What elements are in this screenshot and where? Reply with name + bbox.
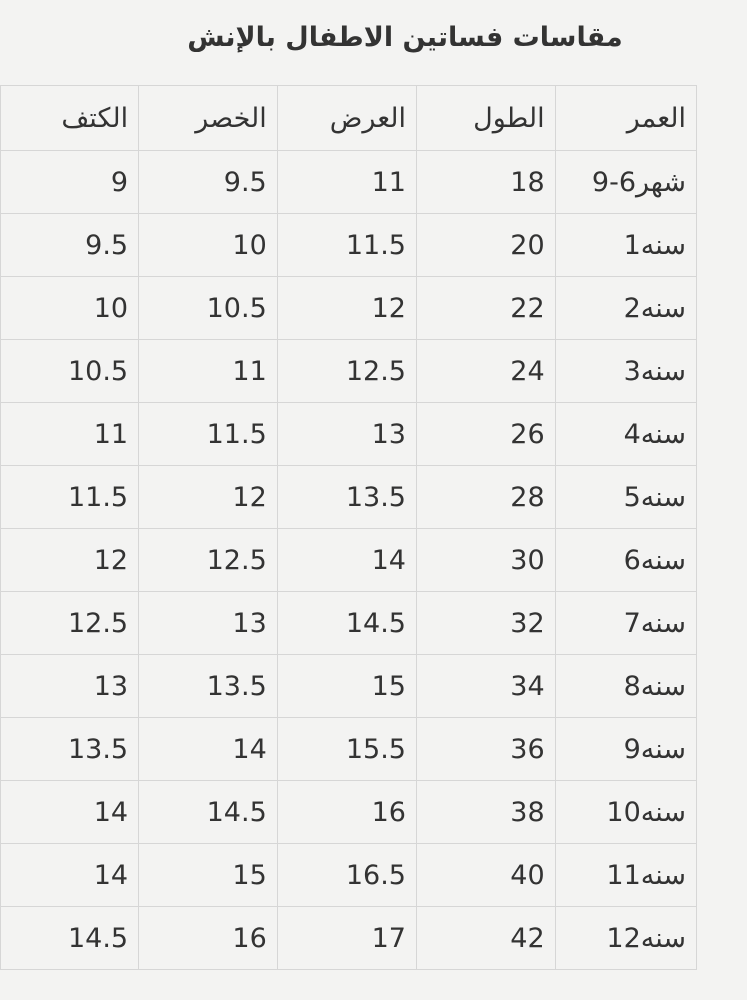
table-row: 9-6شهر 18 11 9.5 9 [0, 150, 698, 214]
cell-length: 34 [415, 654, 556, 718]
cell-waist: 15 [138, 843, 278, 907]
cell-waist: 16 [138, 906, 278, 970]
header-age: العمر [554, 85, 698, 151]
cell-width: 13 [276, 402, 417, 466]
cell-shoulder: 11 [0, 402, 140, 466]
cell-age: 7سنه [554, 591, 698, 655]
cell-waist: 9.5 [138, 150, 278, 214]
cell-waist: 12 [138, 465, 278, 529]
cell-age: 9سنه [554, 717, 698, 781]
cell-length: 36 [415, 717, 556, 781]
header-row: العمر الطول العرض الخصر الكتف [0, 85, 698, 151]
cell-length: 26 [415, 402, 556, 466]
cell-age: 11سنه [554, 843, 698, 907]
cell-width: 15.5 [276, 717, 417, 781]
cell-length: 18 [415, 150, 556, 214]
cell-width: 15 [276, 654, 417, 718]
cell-width: 12 [276, 276, 417, 340]
table-row: 9سنه 36 15.5 14 13.5 [0, 717, 698, 781]
cell-waist: 10.5 [138, 276, 278, 340]
cell-length: 38 [415, 780, 556, 844]
cell-age: 9-6شهر [554, 150, 698, 214]
cell-width: 16.5 [276, 843, 417, 907]
table-row: 4سنه 26 13 11.5 11 [0, 402, 698, 466]
header-length: الطول [415, 85, 556, 151]
cell-waist: 11.5 [138, 402, 278, 466]
table-row: 11سنه 40 16.5 15 14 [0, 843, 698, 907]
cell-age: 8سنه [554, 654, 698, 718]
cell-length: 20 [415, 213, 556, 277]
cell-width: 14 [276, 528, 417, 592]
table-row: 6سنه 30 14 12.5 12 [0, 528, 698, 592]
cell-shoulder: 9.5 [0, 213, 140, 277]
cell-shoulder: 10 [0, 276, 140, 340]
cell-shoulder: 11.5 [0, 465, 140, 529]
cell-length: 22 [415, 276, 556, 340]
cell-width: 16 [276, 780, 417, 844]
cell-width: 11 [276, 150, 417, 214]
cell-length: 24 [415, 339, 556, 403]
header-waist: الخصر [138, 85, 278, 151]
table-row: 1سنه 20 11.5 10 9.5 [0, 213, 698, 277]
cell-waist: 10 [138, 213, 278, 277]
cell-shoulder: 14 [0, 780, 140, 844]
cell-waist: 14.5 [138, 780, 278, 844]
size-table: العمر الطول العرض الخصر الكتف 9-6شهر 18 11… [0, 85, 698, 970]
cell-width: 14.5 [276, 591, 417, 655]
table-row: 12سنه 42 17 16 14.5 [0, 906, 698, 970]
cell-shoulder: 9 [0, 150, 140, 214]
page-title: مقاسات فساتين الاطفال بالإنش [187, 22, 623, 53]
cell-shoulder: 13 [0, 654, 140, 718]
header-width: العرض [276, 85, 417, 151]
table-row: 10سنه 38 16 14.5 14 [0, 780, 698, 844]
cell-shoulder: 12.5 [0, 591, 140, 655]
cell-width: 11.5 [276, 213, 417, 277]
cell-length: 28 [415, 465, 556, 529]
cell-shoulder: 14.5 [0, 906, 140, 970]
cell-age: 5سنه [554, 465, 698, 529]
cell-width: 13.5 [276, 465, 417, 529]
cell-waist: 13 [138, 591, 278, 655]
table-row: 5سنه 28 13.5 12 11.5 [0, 465, 698, 529]
header-shoulder: الكتف [0, 85, 140, 151]
cell-shoulder: 14 [0, 843, 140, 907]
cell-shoulder: 12 [0, 528, 140, 592]
cell-shoulder: 10.5 [0, 339, 140, 403]
cell-width: 17 [276, 906, 417, 970]
cell-age: 1سنه [554, 213, 698, 277]
cell-age: 12سنه [554, 906, 698, 970]
cell-length: 32 [415, 591, 556, 655]
cell-waist: 13.5 [138, 654, 278, 718]
cell-waist: 11 [138, 339, 278, 403]
cell-waist: 14 [138, 717, 278, 781]
cell-age: 10سنه [554, 780, 698, 844]
cell-length: 42 [415, 906, 556, 970]
table-row: 7سنه 32 14.5 13 12.5 [0, 591, 698, 655]
table-row: 8سنه 34 15 13.5 13 [0, 654, 698, 718]
cell-age: 6سنه [554, 528, 698, 592]
cell-age: 4سنه [554, 402, 698, 466]
cell-shoulder: 13.5 [0, 717, 140, 781]
cell-waist: 12.5 [138, 528, 278, 592]
table-row: 3سنه 24 12.5 11 10.5 [0, 339, 698, 403]
cell-age: 2سنه [554, 276, 698, 340]
cell-width: 12.5 [276, 339, 417, 403]
table-row: 2سنه 22 12 10.5 10 [0, 276, 698, 340]
cell-age: 3سنه [554, 339, 698, 403]
cell-length: 30 [415, 528, 556, 592]
cell-length: 40 [415, 843, 556, 907]
